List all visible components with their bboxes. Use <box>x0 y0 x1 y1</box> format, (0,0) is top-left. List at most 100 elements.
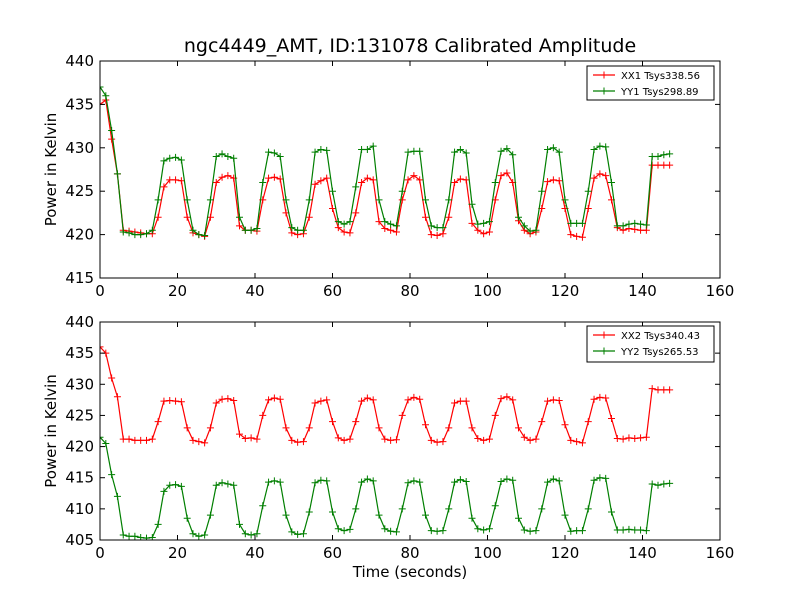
data-point-marker <box>160 397 168 405</box>
data-point-marker <box>468 514 476 522</box>
data-point-marker <box>608 179 615 187</box>
data-point-marker <box>334 224 342 232</box>
data-point-marker <box>648 480 656 488</box>
data-point-marker <box>311 148 319 156</box>
data-point-marker <box>578 439 586 447</box>
data-point-marker <box>369 396 377 404</box>
data-point-marker <box>108 126 116 134</box>
data-point-marker <box>323 146 331 154</box>
data-point-marker <box>573 232 581 240</box>
data-point-marker <box>427 222 435 230</box>
data-point-marker <box>172 153 180 161</box>
data-point-marker <box>485 228 493 236</box>
data-point-marker <box>637 434 645 442</box>
data-point-marker <box>311 180 319 188</box>
data-point-marker <box>416 176 424 184</box>
data-point-marker <box>462 397 470 405</box>
chart-title: ngc4449_AMT, ID:131078 Calibrated Amplit… <box>184 35 636 57</box>
data-point-marker <box>305 213 313 221</box>
x-tick-label: 140 <box>628 544 657 562</box>
data-point-marker <box>276 478 284 486</box>
data-point-marker <box>439 438 447 446</box>
data-point-marker <box>381 525 389 533</box>
data-point-marker <box>212 179 220 187</box>
data-point-marker <box>544 146 552 154</box>
data-point-marker <box>259 179 267 187</box>
x-tick-label: 20 <box>168 282 187 300</box>
data-point-marker <box>323 477 331 485</box>
data-point-marker <box>619 435 627 443</box>
data-point-marker <box>224 395 232 403</box>
data-point-marker <box>113 393 121 401</box>
data-point-marker <box>532 226 540 234</box>
data-point-marker <box>631 225 639 233</box>
data-point-marker <box>282 424 290 432</box>
data-point-marker <box>509 396 517 404</box>
data-point-marker <box>265 148 273 156</box>
data-point-marker <box>654 481 662 489</box>
data-point-marker <box>445 424 453 432</box>
data-point-marker <box>520 222 528 230</box>
data-point-marker <box>183 424 191 432</box>
data-point-marker <box>218 173 226 181</box>
data-point-marker <box>485 525 493 533</box>
data-point-marker <box>294 438 302 446</box>
data-point-marker <box>456 175 464 183</box>
x-tick-label: 120 <box>551 544 580 562</box>
data-point-marker <box>241 434 249 442</box>
data-point-marker <box>177 177 185 185</box>
y-tick-label: 435 <box>65 344 94 362</box>
x-tick-label: 80 <box>400 544 419 562</box>
top-panel-y-axis-label: Power in Kelvin <box>42 113 60 227</box>
data-point-marker <box>160 157 168 165</box>
bottom-panel: 0 20 40 60 80 100 120 140 160 405 410 415 420 425 430 4… <box>42 313 734 581</box>
data-point-marker <box>608 508 615 516</box>
data-point-marker <box>497 477 505 485</box>
x-tick-label: 20 <box>168 544 187 562</box>
data-point-marker <box>590 174 598 182</box>
data-point-marker <box>317 146 325 154</box>
data-point-marker <box>195 231 203 239</box>
data-point-marker <box>648 385 656 393</box>
data-point-marker <box>299 226 307 234</box>
data-point-marker <box>427 231 435 239</box>
data-point-marker <box>340 220 348 228</box>
data-point-marker <box>596 142 604 150</box>
data-point-marker <box>265 396 273 404</box>
top-panel-ticks: 0 20 40 60 80 100 120 140 160 415 420 425 430 435 440 <box>65 52 734 300</box>
bottom-panel-plot-area <box>100 343 674 540</box>
data-point-marker <box>340 436 348 444</box>
data-point-marker <box>317 177 325 185</box>
data-point-marker <box>555 148 563 156</box>
y-tick-label: 440 <box>65 313 94 331</box>
data-point-marker <box>392 222 400 230</box>
data-point-marker <box>166 154 174 162</box>
y-tick-label: 415 <box>65 469 94 487</box>
data-point-marker <box>520 433 528 441</box>
data-point-marker <box>218 395 226 403</box>
data-point-marker <box>427 436 435 444</box>
data-point-marker <box>143 436 150 444</box>
data-point-marker <box>625 434 633 442</box>
data-point-marker <box>358 179 366 187</box>
data-point-marker <box>422 213 429 221</box>
data-point-marker <box>172 481 180 489</box>
data-point-marker <box>666 386 674 394</box>
data-point-marker <box>323 174 331 182</box>
data-point-marker <box>538 418 546 426</box>
data-point-marker <box>422 421 429 429</box>
data-point-marker <box>282 511 290 519</box>
data-point-marker <box>166 481 174 489</box>
data-point-marker <box>189 436 197 444</box>
data-point-marker <box>392 228 400 236</box>
data-point-marker <box>660 151 668 159</box>
data-point-marker <box>206 511 214 519</box>
data-point-marker <box>183 196 191 204</box>
data-point-marker <box>299 530 307 538</box>
data-point-marker <box>329 418 336 426</box>
data-point-marker <box>381 435 389 443</box>
x-tick-label: 80 <box>400 282 419 300</box>
data-point-marker <box>404 479 412 487</box>
data-point-marker <box>108 374 116 382</box>
data-point-marker <box>270 173 278 181</box>
